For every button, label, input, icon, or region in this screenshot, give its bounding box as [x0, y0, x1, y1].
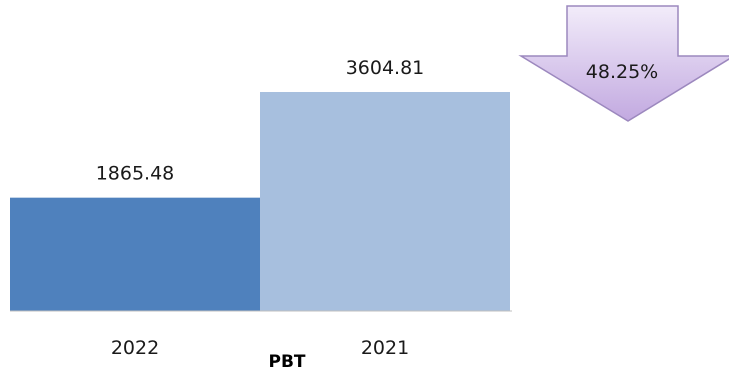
bar-2022 [10, 197, 260, 311]
change-annotation: 48.25% [518, 5, 729, 122]
value-label-2021: 3604.81 [346, 57, 425, 79]
category-labels-group: 2022 2021 [111, 337, 409, 359]
bars-group [10, 92, 510, 311]
category-label-2022: 2022 [111, 337, 159, 359]
bar-2021 [260, 92, 510, 311]
category-label-2021: 2021 [361, 337, 409, 359]
value-labels-group: 1865.48 3604.81 [96, 57, 425, 185]
x-axis-title: PBT [268, 352, 305, 372]
change-percentage-label: 48.25% [586, 61, 658, 83]
value-label-2022: 1865.48 [96, 163, 175, 185]
down-arrow-icon [518, 5, 729, 122]
